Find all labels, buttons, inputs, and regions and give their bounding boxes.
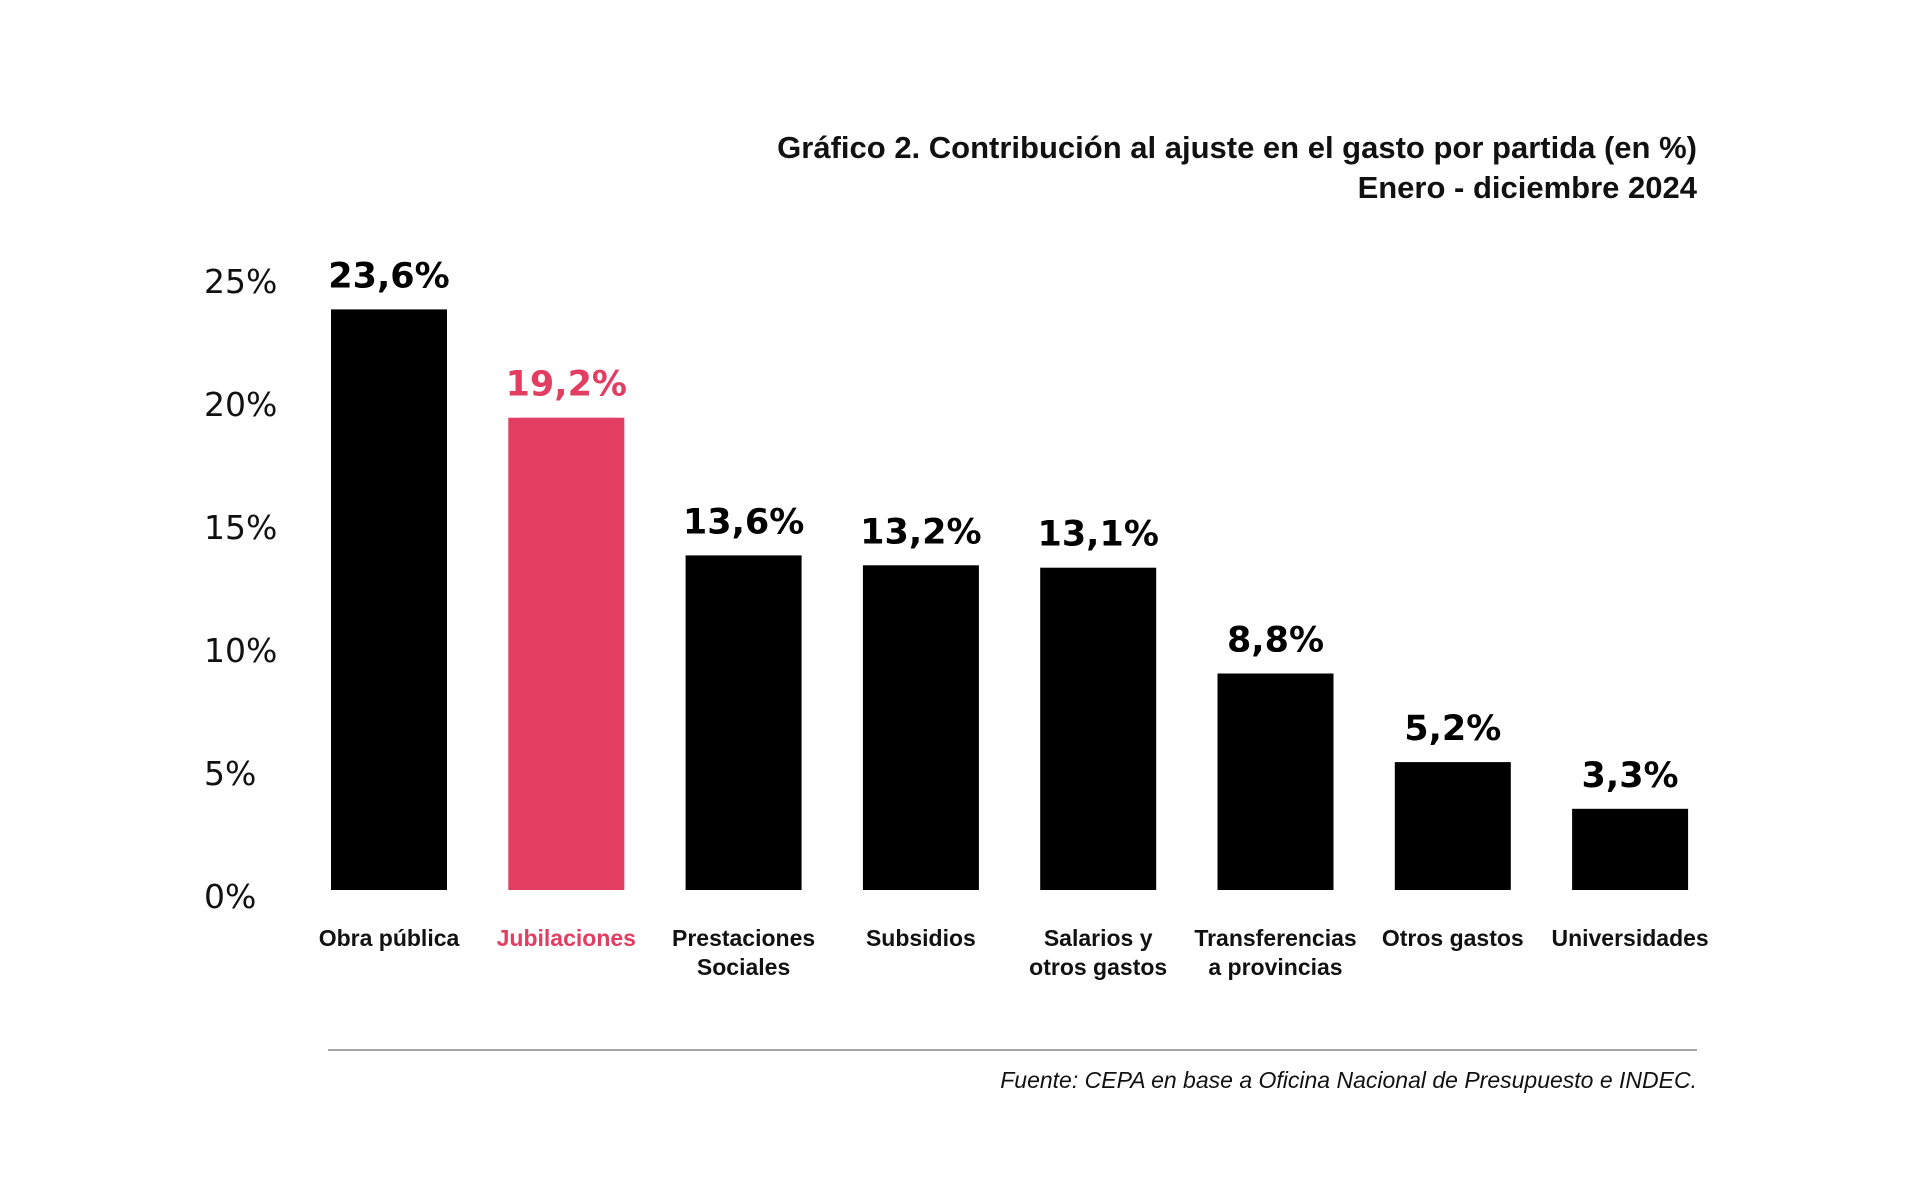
chart-subtitle: Enero - diciembre 2024 (1358, 170, 1698, 205)
y-tick-label: 15% (204, 508, 277, 547)
bar (1217, 673, 1334, 890)
bar-value-label: 3,3% (1582, 756, 1679, 796)
category-label: Universidades (1551, 925, 1708, 951)
bar (508, 417, 625, 890)
bar-value-label: 19,2% (506, 365, 627, 405)
category-label: Subsidios (866, 925, 976, 951)
category-label: Obra pública (319, 925, 460, 951)
bar (1394, 762, 1511, 890)
bar-value-label: 8,8% (1227, 621, 1324, 661)
bar (331, 309, 447, 890)
bar-value-label: 23,6% (328, 256, 449, 296)
bar-value-label: 13,2% (860, 512, 981, 552)
category-label: Jubilaciones (497, 925, 636, 951)
bar-value-label: 5,2% (1404, 709, 1501, 749)
value-labels: 23,6% 19,2% 13,6% 13,2% 13,1% 8,8% 5,2% 3,3% (328, 256, 1678, 795)
x-axis: Obra pública Jubilaciones Prestaciones Soci… (319, 925, 1709, 980)
bar-value-label: 13,1% (1037, 515, 1158, 555)
y-tick-label: 0% (204, 877, 256, 916)
bars (331, 309, 1689, 890)
bar-value-label: 13,6% (683, 502, 804, 542)
y-axis: 0% 5% 10% 15% 20% 25% (204, 262, 277, 916)
category-label: Otros gastos (1382, 925, 1524, 951)
category-label: Salarios y otros gastos (1029, 925, 1167, 980)
bar (862, 565, 979, 890)
y-tick-label: 10% (204, 631, 277, 670)
bar (1040, 567, 1157, 890)
bar (1572, 808, 1689, 890)
source-note: Fuente: CEPA en base a Oficina Nacional … (1000, 1067, 1697, 1093)
category-label: Transferencias a provincias (1194, 925, 1356, 980)
y-tick-label: 20% (204, 385, 277, 424)
y-tick-label: 5% (204, 754, 256, 793)
chart-title: Gráfico 2. Contribución al ajuste en el … (777, 130, 1697, 165)
category-label: Prestaciones Sociales (672, 925, 815, 980)
y-tick-label: 25% (204, 262, 277, 301)
bar (685, 555, 802, 890)
